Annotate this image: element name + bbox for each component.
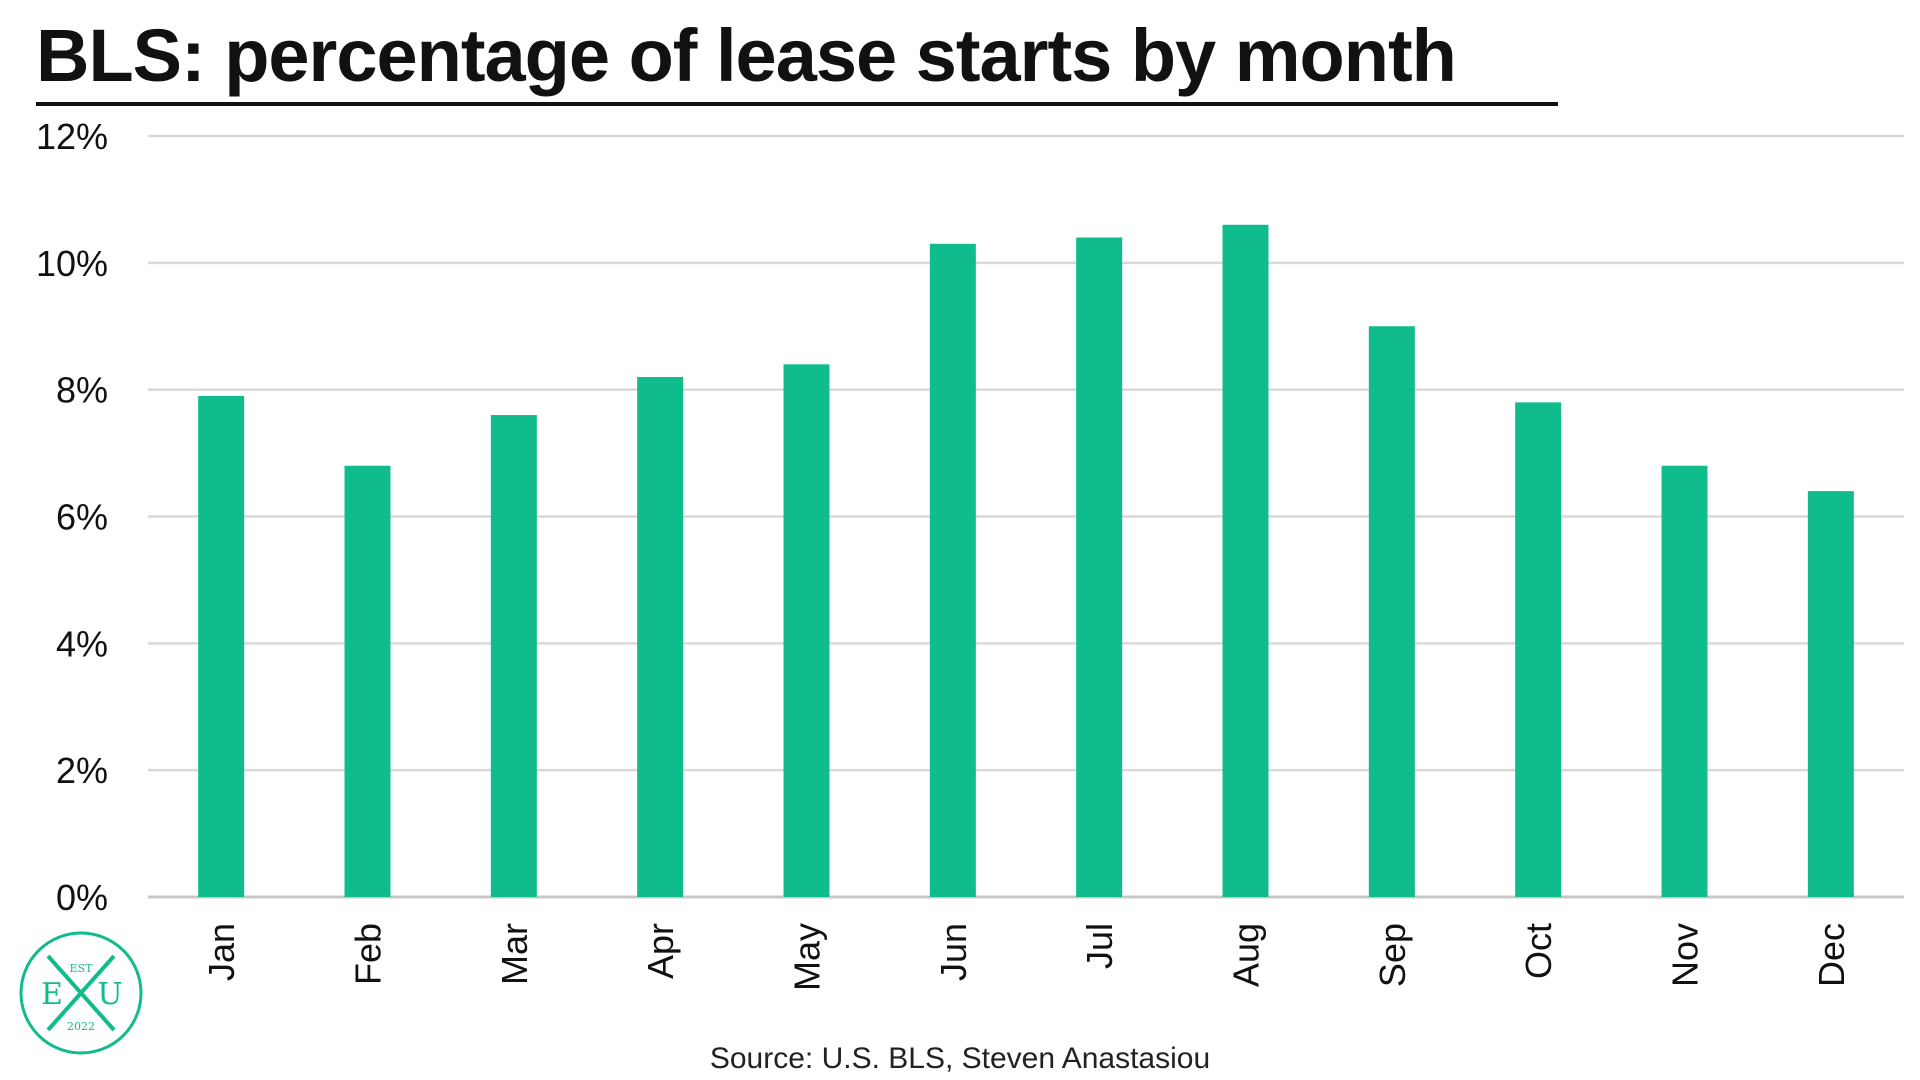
bar-jun: [929, 243, 976, 897]
bar-chart: 0% 2% 4% 6% 8% 10% 12% Jan Feb Mar Apr May Jun Jul Au…: [36, 116, 1904, 991]
x-tick-label: Nov: [1665, 923, 1706, 987]
bars: [198, 224, 1854, 898]
x-tick-label: Dec: [1811, 923, 1852, 987]
bar-aug: [1222, 224, 1269, 898]
bar-apr: [637, 376, 684, 897]
x-tick-label: May: [787, 923, 828, 991]
bar-dec: [1807, 491, 1854, 897]
y-tick-label: 4%: [56, 623, 108, 664]
bar-sep: [1368, 326, 1415, 897]
x-tick-label: Jan: [201, 923, 242, 981]
bar-may: [783, 364, 830, 897]
x-tick-label: Sep: [1372, 923, 1413, 987]
logo-letter-e: E: [41, 977, 63, 1012]
logo-letter-u: U: [97, 977, 122, 1012]
logo-est-text: EST: [70, 962, 94, 975]
title-underline: [36, 102, 1558, 106]
y-tick-label: 12%: [36, 116, 108, 157]
bar-nov: [1661, 465, 1708, 897]
source-note: Source: U.S. BLS, Steven Anastasiou: [709, 1042, 1211, 1075]
y-tick-label: 2%: [56, 750, 108, 791]
bar-oct: [1515, 402, 1562, 897]
logo-year-text: 2022: [67, 1020, 95, 1033]
x-tick-label: Oct: [1518, 923, 1559, 979]
y-tick-label: 6%: [56, 497, 108, 538]
x-axis-ticks: Jan Feb Mar Apr May Jun Jul Aug Sep Oct Nov Dec: [201, 923, 1852, 991]
bar-mar: [490, 415, 537, 897]
exu-logo-icon: EST E U 2022: [19, 931, 143, 1055]
x-tick-label: Apr: [640, 923, 681, 979]
bar-jul: [1076, 237, 1123, 897]
y-tick-label: 10%: [36, 243, 108, 284]
x-tick-label: Jun: [933, 923, 974, 981]
chart-title: BLS: percentage of lease starts by month: [36, 14, 1457, 97]
x-tick-label: Aug: [1226, 923, 1267, 987]
y-tick-label: 0%: [56, 877, 108, 918]
bar-jan: [198, 396, 245, 897]
gridlines: [148, 134, 1904, 899]
y-tick-label: 8%: [56, 370, 108, 411]
bar-feb: [344, 465, 391, 897]
x-tick-label: Jul: [1079, 923, 1120, 969]
x-tick-label: Feb: [348, 923, 389, 985]
y-axis-ticks: 0% 2% 4% 6% 8% 10% 12%: [36, 116, 108, 918]
x-tick-label: Mar: [494, 923, 535, 985]
